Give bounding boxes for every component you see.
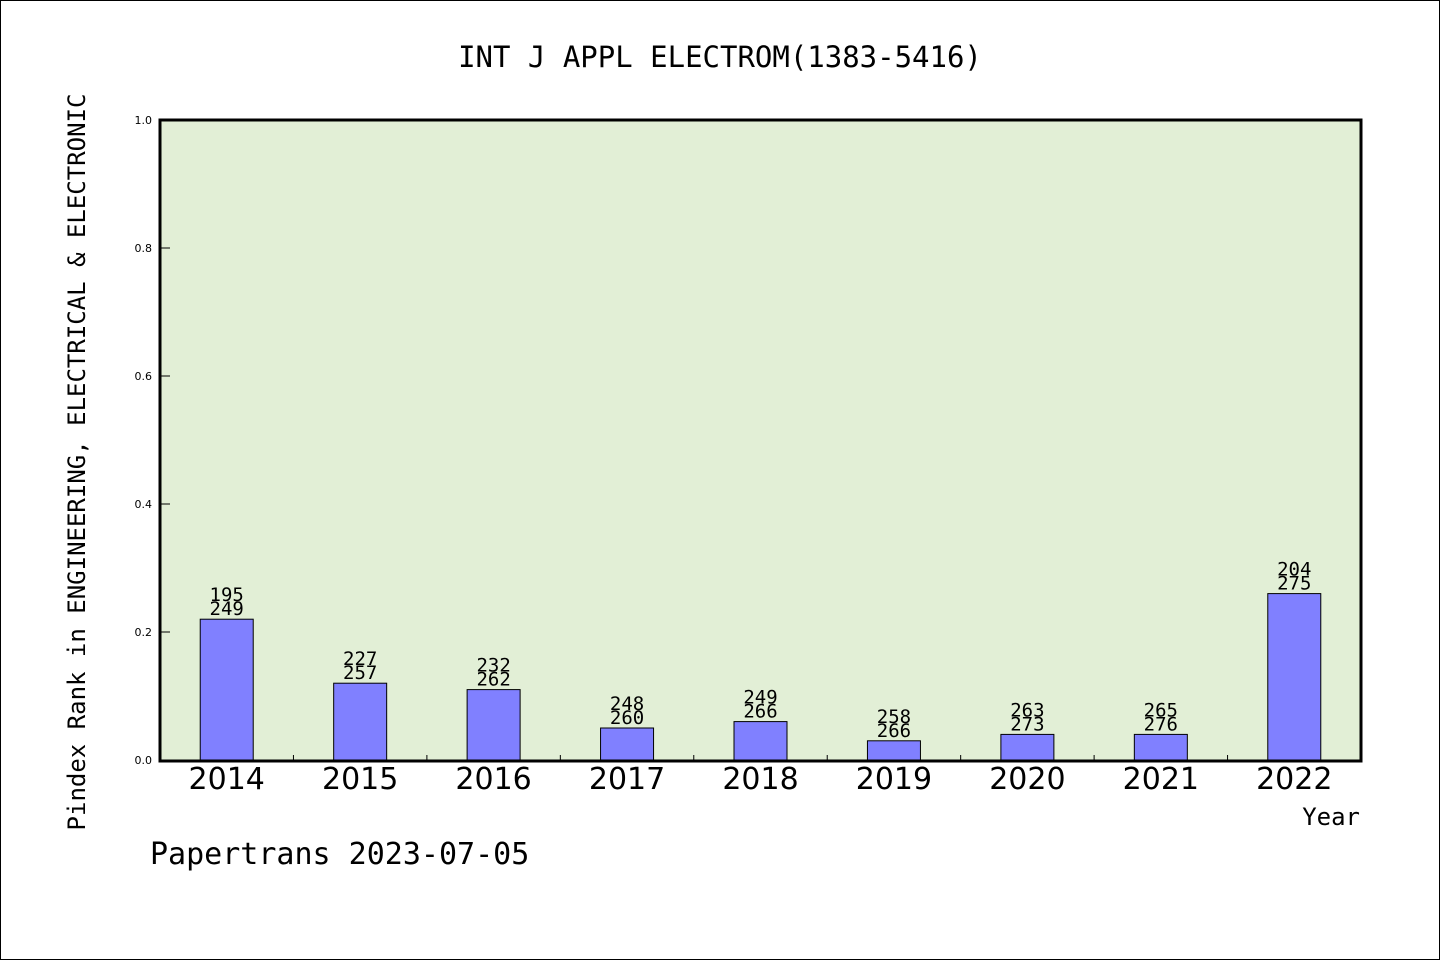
x-axis-label: Year [1302, 803, 1360, 831]
x-tick-label: 2018 [722, 762, 798, 797]
y-tick-label: 0.2 [135, 626, 153, 639]
bar-total-label: 262 [476, 669, 510, 691]
bar-total-label: 276 [1144, 713, 1178, 735]
y-tick-label: 0.0 [135, 754, 153, 767]
bar-total-label: 266 [877, 720, 911, 742]
bar-2014 [199, 618, 254, 761]
chart-title: INT J APPL ELECTROM(1383-5416) [458, 40, 982, 74]
bar-2021 [1133, 733, 1188, 761]
bar-rank-label: 232 [476, 655, 510, 677]
y-tick-label: 0.8 [135, 242, 153, 255]
y-tick-label: 1.0 [135, 114, 153, 127]
credit-text: Papertrans 2023-07-05 [150, 837, 529, 872]
x-tick-label: 2022 [1256, 762, 1332, 797]
plot-area [160, 120, 1361, 761]
bar-2018 [733, 721, 788, 761]
x-tick-label: 2017 [589, 762, 665, 797]
x-axis: 2014 2015 2016 2017 2018 2019 2020 2021 2022 [189, 755, 1332, 797]
bar-rank-label: 204 [1277, 559, 1311, 581]
bar-total-label: 275 [1277, 573, 1311, 595]
bar-rank-label: 227 [343, 648, 377, 670]
x-tick-label: 2020 [989, 762, 1065, 797]
bar-rank-label: 265 [1144, 699, 1178, 721]
bar-rank-label: 263 [1010, 699, 1044, 721]
x-tick-label: 2019 [856, 762, 932, 797]
bar-2017 [600, 727, 655, 761]
bar-2015 [333, 682, 388, 761]
x-tick-label: 2021 [1123, 762, 1199, 797]
bar-rank-label: 195 [210, 584, 244, 606]
bar-total-label: 273 [1010, 713, 1044, 735]
y-tick-label: 0.4 [135, 498, 153, 511]
bar-2019 [866, 740, 921, 761]
y-axis-label: Pindex Rank in ENGINEERING, ELECTRICAL &… [63, 94, 91, 831]
bar-rank-label: 258 [877, 706, 911, 728]
x-tick-label: 2016 [455, 762, 531, 797]
plot-border [158, 118, 1363, 763]
bar-total-label: 249 [210, 598, 244, 620]
bar-2016 [466, 689, 521, 761]
bar-rank-label: 248 [610, 693, 644, 715]
x-tick-label: 2015 [322, 762, 398, 797]
x-tick-label: 2014 [189, 762, 265, 797]
bar-total-label: 257 [343, 662, 377, 684]
y-tick-label: 0.6 [135, 370, 153, 383]
bar-total-label: 260 [610, 707, 644, 729]
bar-2020 [1000, 733, 1055, 761]
bar-rank-label: 249 [743, 687, 777, 709]
bar-total-label: 266 [743, 701, 777, 723]
bar-2022 [1267, 593, 1322, 761]
